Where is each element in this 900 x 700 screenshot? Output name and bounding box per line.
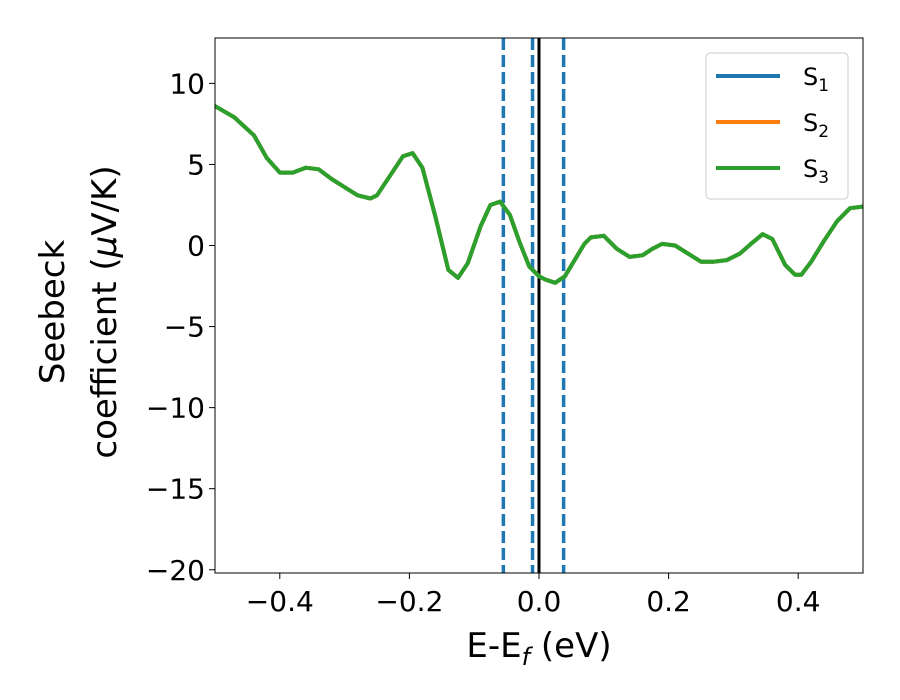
x-axis-label: E-Ef (eV) [466, 626, 611, 671]
legend: S1 S2 S3 [705, 52, 849, 200]
y-tick-label-3: 0 [187, 230, 205, 263]
x-tick-label-1: −0.4 [246, 585, 314, 618]
y-axis-label: Seebeck coefficient (μV/K) [33, 165, 125, 458]
legend-box [705, 52, 849, 200]
y-tick-label-4: −5 [164, 311, 205, 344]
x-tick-label-2: −0.2 [375, 585, 443, 618]
y-tick-label-2: 5 [187, 148, 205, 181]
series-group [215, 104, 863, 285]
x-tick-label-4: 0.2 [646, 585, 691, 618]
plot-frame [214, 37, 864, 574]
y-tick-label-5: −10 [146, 392, 205, 425]
y-tick-label-6: −15 [146, 473, 205, 506]
y-tick-label-7: −20 [146, 554, 205, 587]
x-axis-ticks: −0.4 −0.2 0.0 0.2 0.4 [246, 573, 821, 618]
y-axis-ticks: 10 5 0 −5 −10 −15 −20 [146, 67, 215, 587]
vertical-markers [501, 38, 566, 573]
legend-label-2: S2 [803, 109, 829, 142]
y-tick-label-1: 10 [169, 67, 205, 100]
legend-label-3: S3 [803, 155, 829, 188]
legend-label-1: S1 [803, 63, 829, 96]
series-line-3 [215, 104, 863, 285]
x-tick-label-5: 0.4 [776, 585, 821, 618]
y-axis-label-line2: coefficient (μV/K) [85, 165, 125, 458]
y-axis-label-line1: Seebeck [33, 240, 73, 385]
x-tick-label-3: 0.0 [517, 585, 562, 618]
